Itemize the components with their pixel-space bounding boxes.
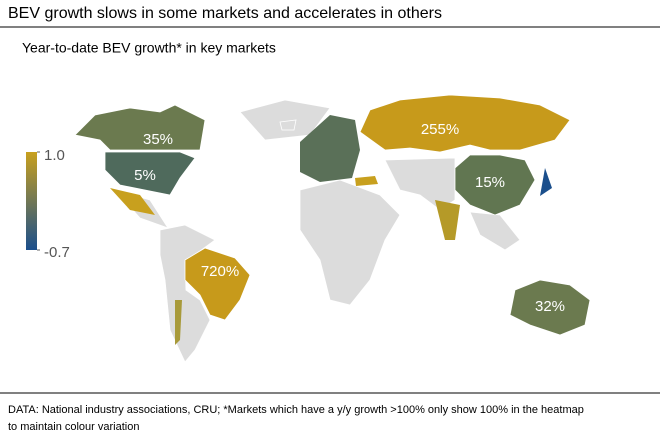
colorbar-label: -0.7 bbox=[44, 244, 70, 261]
value-label: 255% bbox=[421, 121, 459, 138]
value-label: 15% bbox=[475, 174, 505, 191]
chart-subtitle: Year-to-date BEV growth* in key markets bbox=[22, 40, 276, 56]
value-label: 35% bbox=[143, 131, 173, 148]
region bbox=[74, 104, 206, 151]
source-note: to maintain colour variation bbox=[8, 421, 139, 433]
region bbox=[454, 154, 536, 216]
colorbar bbox=[26, 152, 37, 250]
region bbox=[359, 94, 571, 153]
region bbox=[509, 279, 591, 336]
source-note: DATA: National industry associations, CR… bbox=[8, 404, 584, 416]
chart-title: BEV growth slows in some markets and acc… bbox=[8, 5, 442, 22]
value-label: 32% bbox=[535, 298, 565, 315]
base-map bbox=[110, 99, 552, 363]
region bbox=[184, 247, 251, 321]
value-label: 720% bbox=[201, 263, 239, 280]
region bbox=[104, 151, 196, 196]
colorbar-label: 1.0 bbox=[44, 147, 65, 164]
value-label: 5% bbox=[134, 167, 156, 184]
